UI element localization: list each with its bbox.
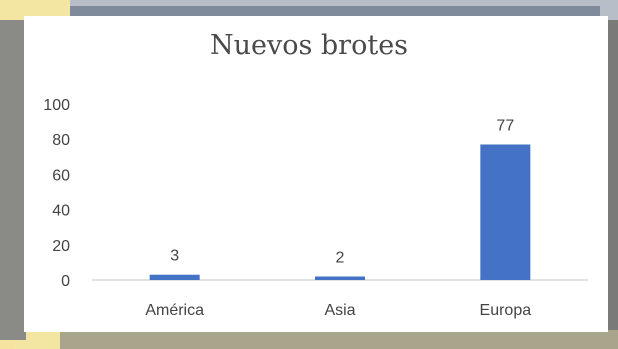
- data-label: 77: [496, 117, 514, 134]
- chart-title: Nuevos brotes: [209, 30, 409, 61]
- background-left-frame: [0, 20, 26, 340]
- background-right-frame: [606, 20, 618, 349]
- x-tick-label: Europa: [480, 302, 532, 319]
- bar-asia: [315, 276, 365, 280]
- y-tick-label: 20: [52, 238, 70, 255]
- y-tick-label: 40: [52, 203, 70, 220]
- y-tick-label: 0: [61, 273, 70, 290]
- y-tick-label: 60: [52, 167, 70, 184]
- x-tick-label: América: [145, 302, 204, 319]
- bar-europa: [480, 144, 531, 280]
- y-tick-label: 80: [52, 132, 70, 149]
- background-top-stripe: [70, 6, 600, 16]
- bar-américa: [149, 274, 200, 280]
- data-label: 2: [336, 249, 345, 266]
- background-bottom-frame: [60, 330, 618, 349]
- y-tick-label: 100: [43, 97, 70, 114]
- x-tick-label: Asia: [324, 302, 355, 319]
- data-label: 3: [170, 248, 179, 265]
